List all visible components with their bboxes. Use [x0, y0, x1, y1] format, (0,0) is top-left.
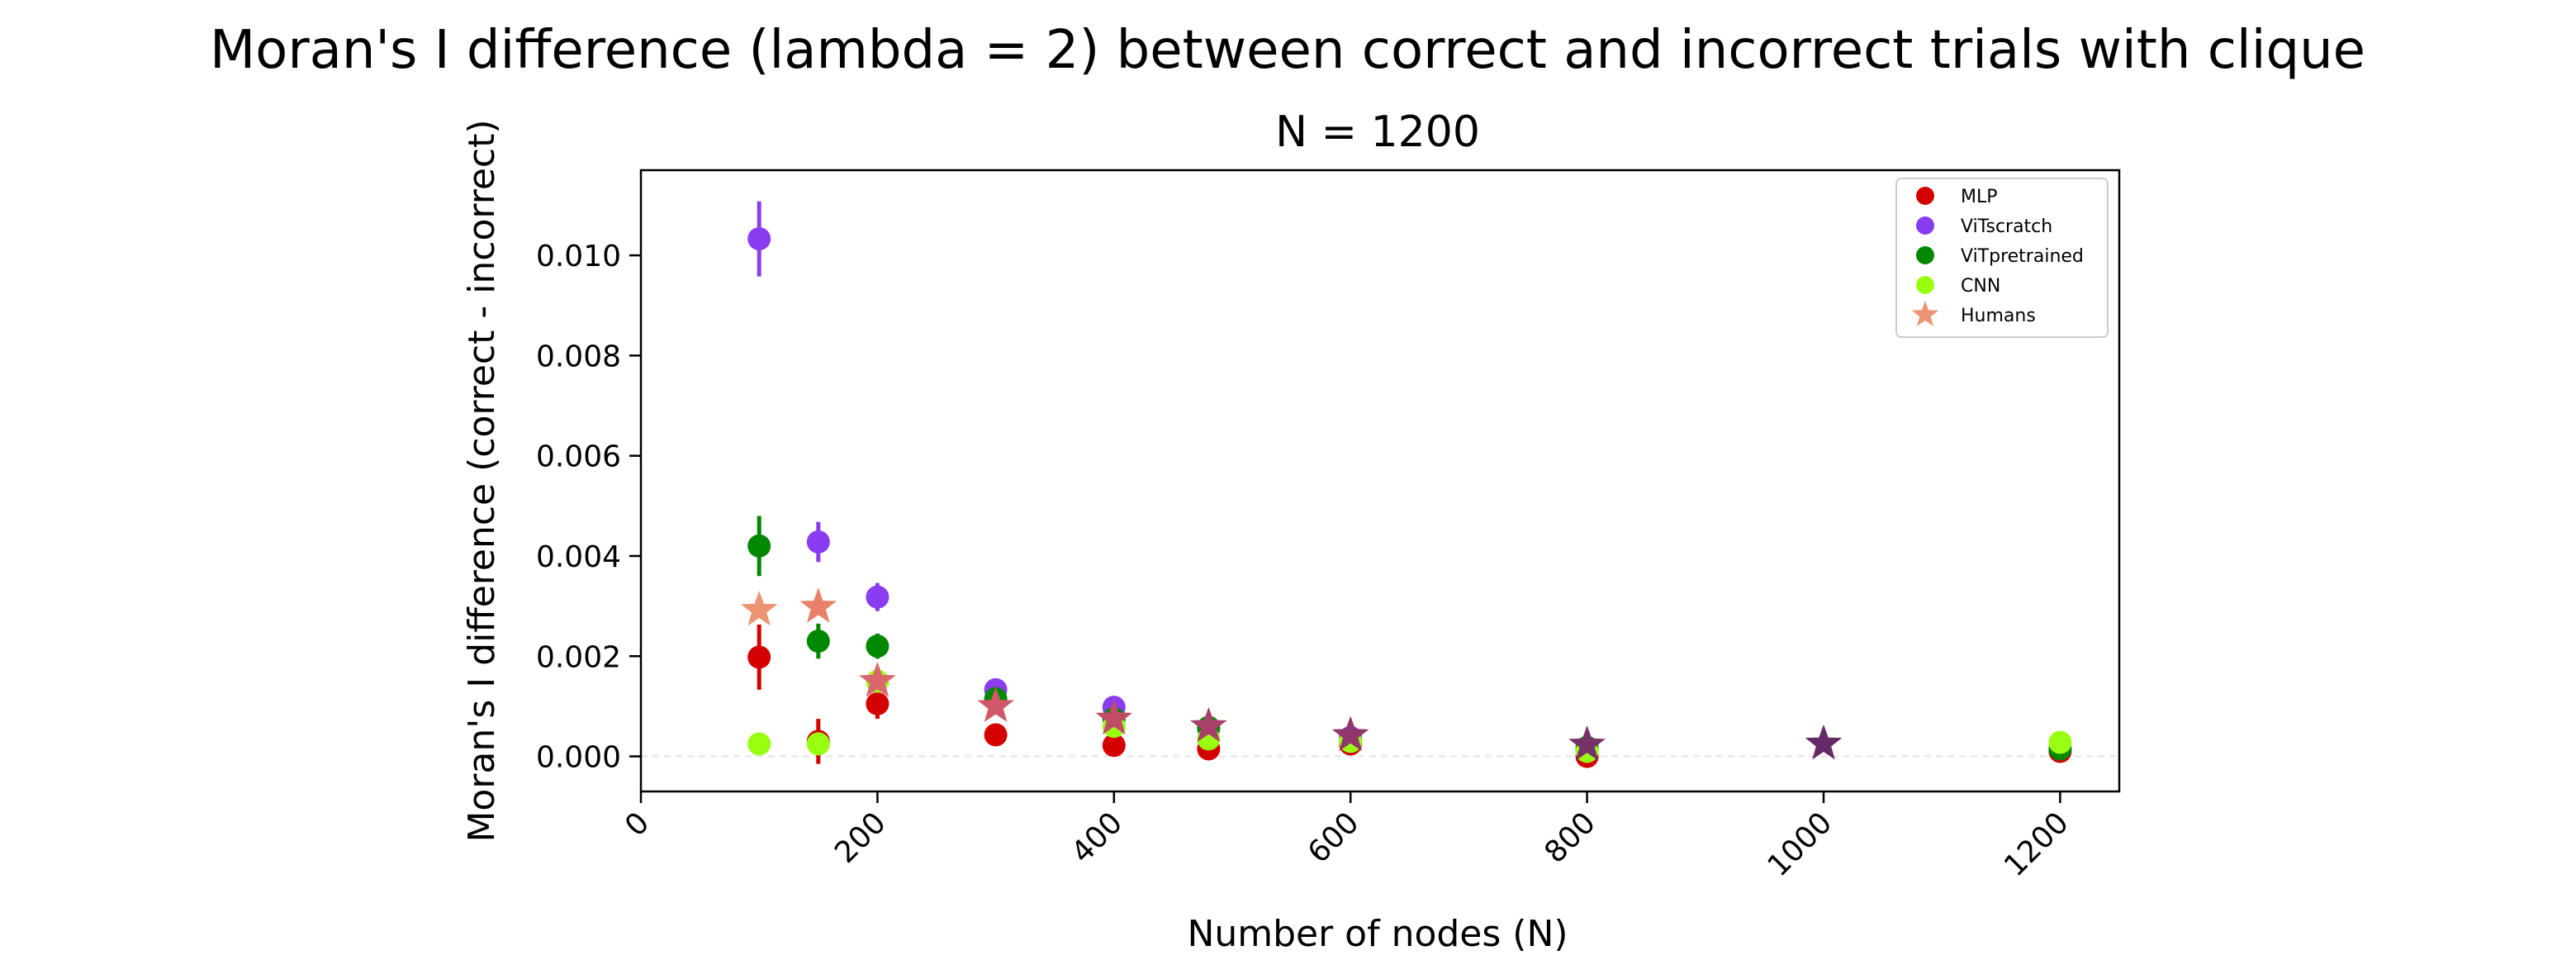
y-tick-label: 0.006 — [536, 440, 621, 474]
cnn-point — [806, 732, 830, 756]
y-tick-label: 0.004 — [536, 540, 621, 574]
y-tick-label: 0.000 — [536, 741, 621, 775]
y-axis-ticks: 0.000 0.002 0.004 0.006 0.008 0.010 — [536, 240, 641, 775]
legend-mlp-marker — [1916, 187, 1934, 205]
vitpretrained-point — [747, 534, 771, 558]
legend-vitscratch-marker — [1916, 216, 1934, 235]
humans-star-point — [1805, 724, 1843, 760]
plot-frame — [639, 169, 2121, 793]
x-axis-label: Number of nodes (N) — [1187, 913, 1568, 955]
y-axis-label: Moran's I difference (correct - incorrec… — [461, 119, 503, 842]
legend-humans-label: Humans — [1961, 306, 2036, 326]
cnn-point — [747, 732, 771, 756]
humans-star-point — [859, 662, 896, 697]
mlp-point — [866, 691, 890, 715]
legend: MLP ViTscratch ViTpretrained CNN Humans — [1895, 178, 2109, 338]
legend-box — [1895, 178, 2109, 338]
humans-star-point — [1095, 699, 1133, 735]
x-axis-ticks: 0 200 400 600 800 1000 1200 — [619, 791, 2076, 883]
x-tick-label: 600 — [1302, 806, 1366, 870]
mlp-point — [1102, 734, 1126, 758]
humans-star-point — [1331, 715, 1369, 752]
y-tick-label: 0.010 — [536, 240, 621, 273]
x-tick-label: 400 — [1065, 806, 1130, 870]
legend-vitpretrained-marker — [1916, 246, 1934, 264]
legend-vitscratch-label: ViTscratch — [1961, 216, 2052, 237]
data-markers — [740, 227, 2072, 768]
x-tick-label: 1000 — [1762, 806, 1839, 883]
vitscratch-point — [747, 227, 771, 251]
humans-star-point — [1189, 706, 1227, 743]
x-tick-label: 800 — [1538, 806, 1602, 870]
y-tick-label: 0.008 — [536, 340, 621, 373]
y-tick-label: 0.002 — [536, 640, 621, 674]
x-tick-label: 0 — [619, 806, 656, 843]
x-tick-label: 200 — [828, 806, 893, 870]
mlp-point — [984, 723, 1008, 747]
vitscratch-point — [866, 585, 890, 609]
x-tick-label: 1200 — [1998, 806, 2076, 883]
legend-mlp-label: MLP — [1961, 187, 1998, 207]
error-bars — [757, 201, 2062, 764]
vitpretrained-point — [866, 634, 890, 658]
legend-cnn-label: CNN — [1961, 276, 2000, 297]
vitpretrained-point — [806, 630, 830, 653]
legend-cnn-marker — [1916, 276, 1934, 294]
legend-vitpretrained-label: ViTpretrained — [1961, 246, 2084, 267]
humans-star-point — [740, 591, 778, 626]
humans-star-point — [799, 587, 837, 623]
chart-title: Moran's I difference (lambda = 2) betwee… — [210, 20, 2365, 81]
humans-star-point — [977, 687, 1014, 722]
chart-subtitle: N = 1200 — [1275, 107, 1480, 157]
cnn-point — [2048, 730, 2072, 754]
humans-star-point — [1568, 725, 1606, 761]
vitscratch-point — [806, 530, 830, 554]
mlp-point — [747, 645, 771, 669]
legend-humans-marker — [1911, 301, 1939, 326]
